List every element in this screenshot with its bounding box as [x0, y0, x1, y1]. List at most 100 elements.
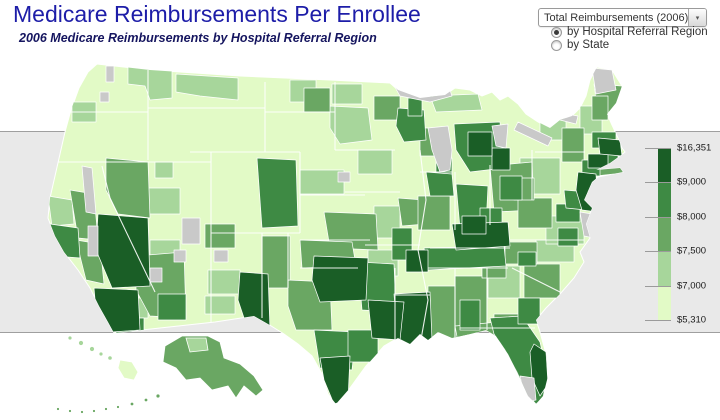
hrr-region[interactable] — [311, 255, 369, 303]
legend-tick — [645, 286, 671, 287]
legend-segment-2 — [658, 251, 671, 286]
legend-tick — [645, 217, 671, 218]
hrr-region[interactable] — [204, 223, 236, 249]
lake-erie-shape — [513, 121, 553, 147]
hrr-region[interactable] — [78, 340, 84, 346]
hrr-region[interactable] — [155, 393, 161, 399]
chevron-down-icon[interactable]: ▾ — [688, 9, 706, 26]
hrr-region[interactable] — [319, 355, 351, 404]
radio-by-hrr[interactable]: by Hospital Referral Region — [551, 26, 708, 38]
hrr-region[interactable] — [68, 409, 72, 413]
legend-color-bar — [658, 148, 671, 321]
hrr-region[interactable] — [149, 267, 163, 283]
hrr-region[interactable] — [517, 251, 537, 267]
hrr-region[interactable] — [337, 171, 351, 183]
hrr-region[interactable] — [329, 105, 373, 145]
radio-by-state[interactable]: by State — [551, 39, 609, 51]
hrr-region[interactable] — [185, 337, 209, 353]
hrr-region[interactable] — [405, 249, 429, 273]
hrr-region[interactable] — [92, 409, 96, 413]
radio-by-hrr-label: by Hospital Referral Region — [567, 26, 708, 38]
hrr-region[interactable] — [81, 165, 97, 215]
hrr-region[interactable] — [107, 355, 113, 361]
legend-label: $9,000 — [677, 176, 707, 188]
hrr-region[interactable] — [303, 87, 331, 113]
hrr-region[interactable] — [116, 405, 120, 409]
lake-michigan-shape — [427, 125, 453, 173]
metric-dropdown[interactable]: Total Reimbursements (2006) ▾ — [538, 8, 707, 27]
hrr-region[interactable] — [56, 407, 60, 411]
hrr-region[interactable] — [143, 397, 149, 403]
hrr-region[interactable] — [204, 295, 236, 315]
hrr-region[interactable] — [256, 157, 299, 229]
hrr-region[interactable] — [299, 169, 345, 195]
hrr-region[interactable] — [173, 249, 187, 263]
hrr-region[interactable] — [591, 67, 617, 95]
hrr-region[interactable] — [417, 195, 451, 231]
hrr-region[interactable] — [104, 407, 108, 411]
hrr-region[interactable] — [49, 223, 81, 259]
state-borders — [48, 70, 585, 346]
hrr-region[interactable] — [181, 217, 201, 245]
legend-label: $8,000 — [677, 211, 707, 223]
hrr-region[interactable] — [597, 137, 623, 157]
hrr-region[interactable] — [48, 195, 75, 227]
hrr-region[interactable] — [207, 269, 241, 295]
page-subtitle: 2006 Medicare Reimbursements by Hospital… — [19, 31, 377, 45]
legend-segment-1 — [658, 285, 671, 321]
hrr-region[interactable] — [557, 227, 579, 247]
hrr-region[interactable] — [587, 153, 609, 169]
hrr-region[interactable] — [157, 293, 187, 321]
hrr-region[interactable] — [407, 97, 423, 117]
radio-by-state-label: by State — [567, 39, 610, 51]
hrr-region[interactable] — [87, 225, 99, 257]
hrr-regions-no-data[interactable] — [81, 65, 617, 403]
radio-button-icon[interactable] — [551, 26, 562, 38]
hrr-region[interactable] — [425, 171, 455, 197]
hrr-region[interactable] — [67, 335, 73, 341]
hrr-region[interactable] — [129, 401, 135, 407]
hrr-region[interactable] — [491, 147, 511, 171]
hrr-region[interactable] — [80, 410, 84, 414]
hrr-region[interactable] — [499, 175, 523, 201]
hawaii-big-island-shape[interactable] — [117, 359, 139, 381]
legend-segment-5 — [658, 148, 671, 183]
hrr-region[interactable] — [105, 157, 151, 219]
hrr-region[interactable] — [367, 299, 405, 341]
hrr-region[interactable] — [373, 95, 401, 121]
hrr-region[interactable] — [467, 131, 493, 157]
legend-segment-3 — [658, 216, 671, 252]
hrr-region[interactable] — [459, 299, 481, 331]
metric-dropdown-value: Total Reimbursements (2006) — [544, 11, 688, 24]
legend-tick — [645, 182, 671, 183]
hrr-region[interactable] — [213, 249, 229, 263]
hrr-region[interactable] — [237, 271, 271, 331]
hrr-region[interactable] — [89, 346, 95, 352]
hrr-region[interactable] — [331, 83, 363, 105]
hrr-region[interactable] — [98, 351, 104, 357]
hrr-region[interactable] — [561, 127, 585, 163]
hrr-region[interactable] — [517, 197, 553, 229]
legend-segment-4 — [658, 182, 671, 217]
hrr-region[interactable] — [519, 375, 537, 403]
hrr-region[interactable] — [147, 187, 181, 215]
hrr-region[interactable] — [175, 73, 239, 101]
alaska-inset[interactable] — [56, 335, 264, 414]
hrr-region[interactable] — [357, 149, 393, 175]
radio-button-icon[interactable] — [551, 39, 562, 51]
hrr-region[interactable] — [105, 65, 115, 83]
hrr-region[interactable] — [427, 285, 459, 345]
hrr-region[interactable] — [591, 95, 609, 121]
legend-label: $7,500 — [677, 245, 707, 257]
hrr-region[interactable] — [523, 263, 561, 299]
hrr-region[interactable] — [517, 297, 541, 325]
alaska-shape[interactable] — [162, 335, 264, 399]
hrr-region[interactable] — [461, 215, 487, 235]
legend-label: $7,000 — [677, 280, 707, 292]
hrr-region[interactable] — [99, 91, 110, 103]
hawaii-inset[interactable] — [67, 335, 139, 381]
page-title: Medicare Reimbursements Per Enrollee — [13, 1, 421, 27]
hrr-region[interactable] — [154, 161, 174, 179]
